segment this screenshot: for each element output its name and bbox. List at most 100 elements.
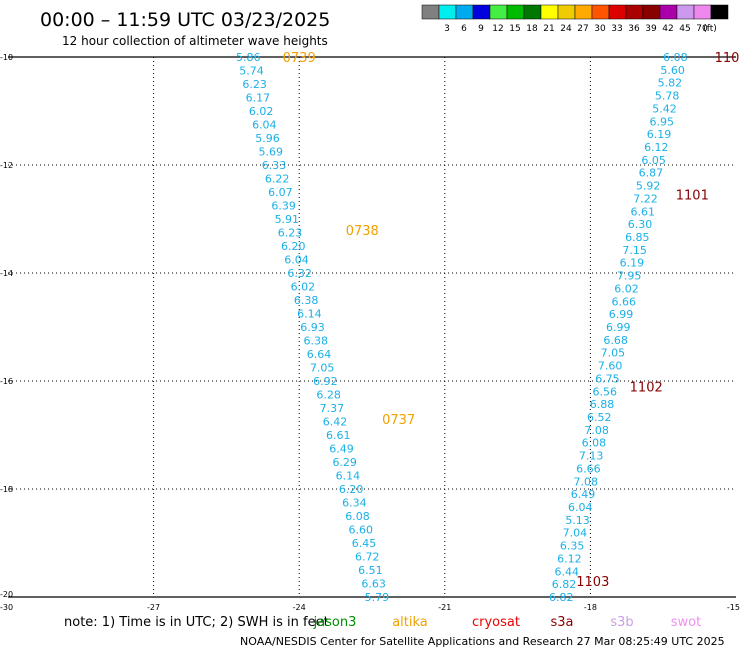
wave-height-label: 6.61: [326, 429, 351, 442]
colorbar-swatch: [591, 4, 610, 20]
wave-height-label: 6.34: [342, 497, 367, 510]
colorbar-unit: (ft): [703, 24, 717, 34]
colorbar-swatch: [472, 4, 491, 20]
wave-height-label: 7.05: [601, 347, 626, 360]
wave-height-label: 6.14: [297, 308, 322, 321]
wave-height-label: 7.13: [579, 450, 604, 463]
plot-grid: [8, 56, 736, 598]
time-label: 0739: [283, 51, 316, 66]
colorbar-label: 30: [594, 24, 606, 34]
satellite-legend: jason3 altika cryosat s3a s3b swot: [313, 615, 702, 630]
colorbar-swatch: [693, 4, 712, 20]
axis-ticks: -30 -27 -24 -21 -18 -15 -10 -12 -14 -16 -18 -20: [0, 53, 740, 612]
y-tick-label: -18: [0, 485, 13, 494]
wave-height-label: 6.20: [339, 483, 364, 496]
colorbar-label: 18: [526, 24, 538, 34]
satellite-name: swot: [671, 615, 701, 630]
satellite-name: s3b: [610, 615, 633, 630]
wave-height-label: 6.99: [609, 308, 634, 321]
wave-height-label: 6.56: [592, 385, 617, 398]
wave-height-label: 7.08: [584, 424, 609, 437]
colorbar-label: 24: [560, 24, 572, 34]
satellite-name: altika: [392, 615, 428, 630]
wave-height-label: 6.19: [620, 257, 645, 270]
wave-height-label: 6.64: [307, 348, 332, 361]
wave-height-label: 6.23: [242, 78, 267, 91]
time-label: 1101: [676, 189, 709, 204]
y-tick-label: -12: [0, 161, 13, 170]
chart-title: 00:00 – 11:59 UTC 03/23/2025: [40, 9, 330, 31]
colorbar-swatch: [523, 4, 542, 20]
wave-height-label: 6.14: [336, 470, 361, 483]
wave-height-label: 6.51: [358, 564, 383, 577]
colorbar-label: 6: [461, 24, 467, 34]
wave-height-label: 7.05: [310, 362, 335, 375]
colorbar-swatch: [608, 4, 627, 20]
wave-height-label: 5.82: [658, 77, 683, 90]
y-tick-label: -20: [0, 590, 13, 599]
time-label: 1102: [630, 380, 663, 395]
colorbar-swatch: [574, 4, 593, 20]
wave-height-label: 5.91: [275, 213, 300, 226]
colorbar-legend: 3 6 9 12 15 18 21 24 27 30 33 36 39 42 45 70(ft): [421, 4, 729, 34]
wave-height-label: 5.92: [636, 180, 661, 193]
colorbar-swatch: [557, 4, 576, 20]
wave-height-label: 6.12: [557, 552, 582, 565]
wave-height-label: 6.33: [262, 159, 287, 172]
colorbar-label: 27: [577, 24, 588, 34]
wave-height-label: 6.68: [603, 334, 628, 347]
wave-height-label: 6.29: [332, 456, 357, 469]
colorbar-swatch: [659, 4, 678, 20]
wave-height-label: 6.75: [595, 372, 620, 385]
wave-height-label: 6.32: [287, 267, 312, 280]
time-label: 0738: [346, 224, 379, 239]
colorbar-label: 36: [628, 24, 640, 34]
wave-height-label: 6.49: [571, 488, 596, 501]
wave-height-label: 6.61: [630, 205, 655, 218]
colorbar-label: 21: [543, 24, 554, 34]
wave-height-label: 6.07: [268, 186, 293, 199]
satellite-name: jason3: [313, 615, 357, 630]
colorbar-label: 9: [478, 24, 484, 34]
footnote: note: 1) Time is in UTC; 2) SWH is in fe…: [64, 615, 329, 630]
x-tick-label: -18: [584, 603, 597, 612]
wave-height-label: 6.44: [554, 565, 579, 578]
wave-height-label: 6.08: [345, 510, 370, 523]
time-label: 1100: [715, 51, 740, 66]
wave-height-label: 6.45: [352, 537, 377, 550]
wave-height-label: 6.30: [628, 218, 653, 231]
wave-height-label: 6.82: [549, 591, 574, 604]
colorbar-label: 42: [662, 24, 673, 34]
wave-height-label: 6.02: [249, 105, 274, 118]
wave-height-label: 7.08: [573, 475, 598, 488]
colorbar-swatch: [506, 4, 525, 20]
wave-height-label: 6.28: [316, 389, 341, 402]
colorbar-label: 12: [492, 24, 503, 34]
colorbar-swatch: [625, 4, 644, 20]
colorbar-label: 33: [611, 24, 622, 34]
wave-height-label: 5.42: [652, 102, 677, 115]
wave-height-label: 6.95: [650, 115, 675, 128]
wave-height-label: 6.04: [568, 501, 593, 514]
wave-height-label: 6.52: [587, 411, 612, 424]
colorbar-swatch: [710, 4, 729, 20]
wave-height-label: 6.42: [323, 416, 348, 429]
wave-height-label: 5.69: [258, 146, 283, 159]
wave-height-label: 6.08: [582, 437, 607, 450]
colorbar-swatch: [438, 4, 457, 20]
wave-height-label: 6.04: [252, 119, 277, 132]
colorbar-swatch: [455, 4, 474, 20]
wave-height-label: 5.96: [255, 132, 280, 145]
colorbar-label: 39: [645, 24, 657, 34]
wave-height-label: 7.37: [320, 402, 345, 415]
wave-height-label: 6.39: [271, 200, 296, 213]
colorbar-label: 15: [509, 24, 520, 34]
satellite-name: cryosat: [472, 615, 520, 630]
wave-height-label: 6.35: [560, 540, 585, 553]
wave-height-label: 7.15: [622, 244, 647, 257]
wave-height-label: 6.66: [611, 295, 636, 308]
wave-height-label: 6.99: [606, 321, 631, 334]
wave-height-label: 6.63: [361, 578, 386, 591]
wave-height-label: 5.78: [655, 90, 680, 103]
x-tick-label: -15: [727, 603, 740, 612]
